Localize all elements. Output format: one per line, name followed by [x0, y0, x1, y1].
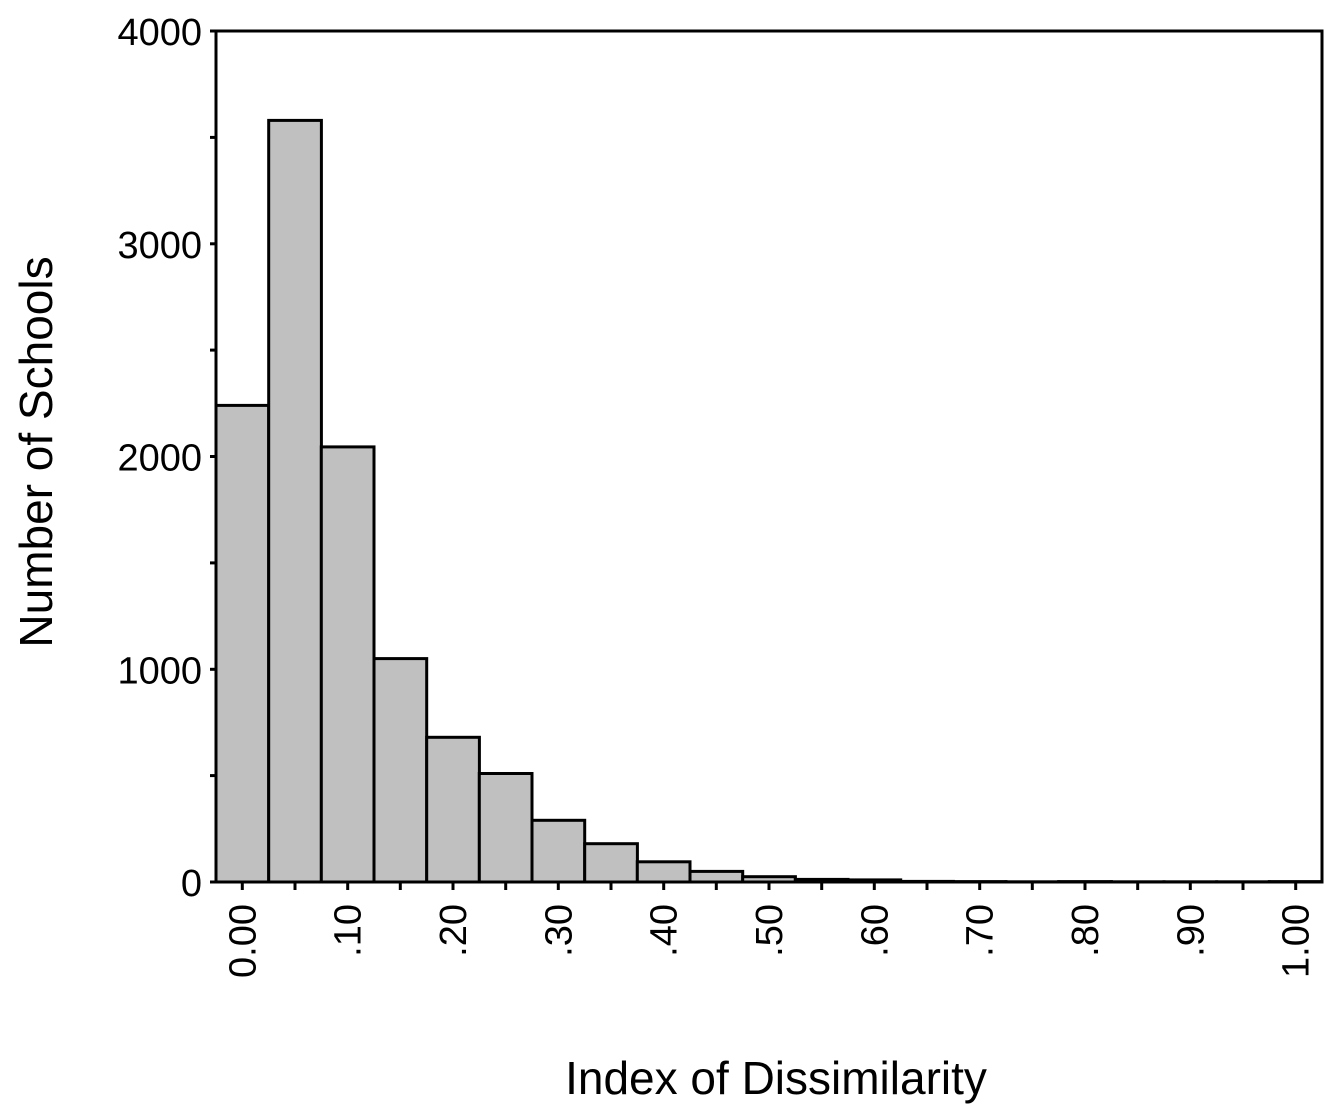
y-axis: 0 1000 2000 3000 4000 [117, 12, 216, 905]
x-tick-label: .20 [433, 904, 475, 957]
x-tick-label: .40 [644, 904, 686, 957]
bar [688, 869, 745, 884]
bar [583, 842, 639, 884]
bar [635, 860, 692, 884]
bar [530, 818, 587, 884]
bar [372, 657, 429, 884]
bar [319, 445, 376, 884]
x-axis-title: Index of Dissimilarity [565, 1052, 987, 1104]
x-tick-label: .80 [1065, 904, 1107, 957]
x-tick-label: .30 [538, 904, 580, 957]
bars-group [214, 118, 1324, 884]
y-tick-label: 0 [181, 863, 202, 905]
y-tick-label: 3000 [117, 225, 202, 267]
bar [267, 118, 323, 884]
x-tick-label: .90 [1170, 904, 1212, 957]
y-tick-label: 2000 [117, 438, 202, 480]
bar [425, 735, 481, 884]
x-tick-label: .60 [854, 904, 896, 957]
x-tick-label: .70 [960, 904, 1002, 957]
x-tick-label: .10 [328, 904, 370, 957]
x-axis: 0.00 .10 .20 .30 .40 .50 .60 .70 .80 .90 1.00 [222, 882, 1318, 978]
bar [477, 772, 534, 884]
x-tick-label: 0.00 [222, 904, 264, 978]
y-axis-title: Number of Schools [10, 256, 62, 647]
y-tick-label: 1000 [117, 650, 202, 692]
x-tick-label: 1.00 [1276, 904, 1318, 978]
bar [214, 403, 271, 884]
y-tick-label: 4000 [117, 12, 202, 54]
x-tick-label: .50 [749, 904, 791, 957]
